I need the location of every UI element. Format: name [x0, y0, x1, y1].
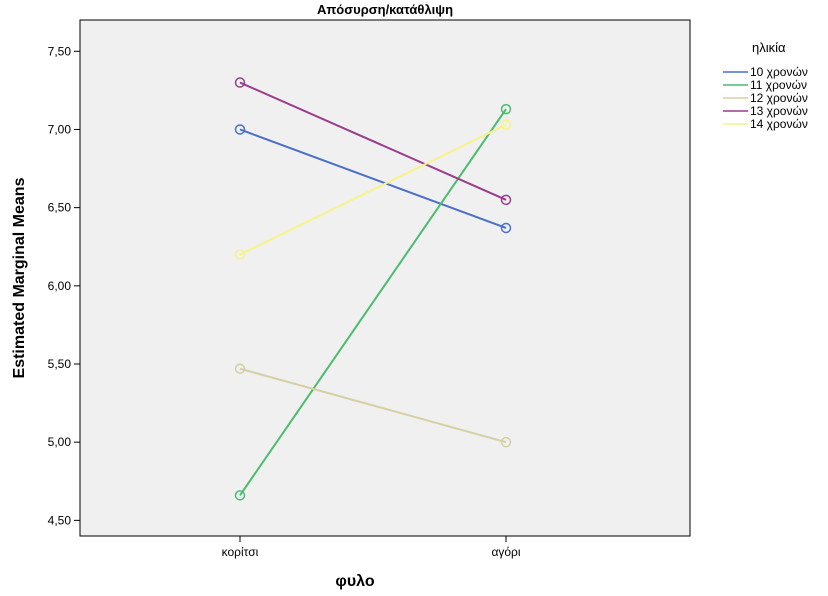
series-line — [239, 128, 507, 229]
y-tick-label: 5,50 — [48, 357, 72, 371]
data-point — [234, 490, 246, 501]
legend-title: ηλικία — [752, 40, 786, 55]
plot-area — [79, 19, 691, 537]
series-line — [239, 108, 507, 496]
y-tick-label: 6,00 — [48, 279, 72, 293]
y-tick-label: 7,00 — [48, 122, 72, 136]
series-line — [239, 123, 507, 256]
x-tick-label: κορίτσι — [222, 545, 259, 559]
y-tick-label: 6,50 — [48, 201, 72, 215]
series-line — [239, 81, 507, 201]
data-point — [234, 363, 246, 374]
data-point — [234, 249, 246, 260]
y-tick-label: 4,50 — [48, 513, 72, 527]
data-point — [500, 194, 512, 206]
x-axis-label: φυλο — [335, 573, 374, 590]
legend-entry: 12 χρονών — [750, 91, 808, 105]
legend-entry: 13 χρονών — [750, 104, 808, 118]
data-point — [500, 119, 512, 131]
data-point — [500, 436, 512, 448]
y-tick-label: 5,00 — [48, 435, 72, 449]
x-tick-label: αγόρι — [491, 545, 520, 559]
data-point — [234, 124, 246, 135]
data-point — [500, 222, 512, 234]
series-line — [239, 367, 507, 444]
legend-entry: 14 χρονών — [750, 117, 808, 131]
chart-title: Απόσυρση/κατάθλιψη — [317, 2, 453, 17]
y-axis-label: Estimated Marginal Means — [11, 177, 28, 378]
legend-entry: 11 χρονών — [750, 78, 807, 92]
data-point — [500, 103, 512, 115]
legend-entry: 10 χρονών — [750, 65, 808, 79]
data-point — [234, 77, 246, 88]
y-tick-label: 7,50 — [48, 44, 72, 58]
